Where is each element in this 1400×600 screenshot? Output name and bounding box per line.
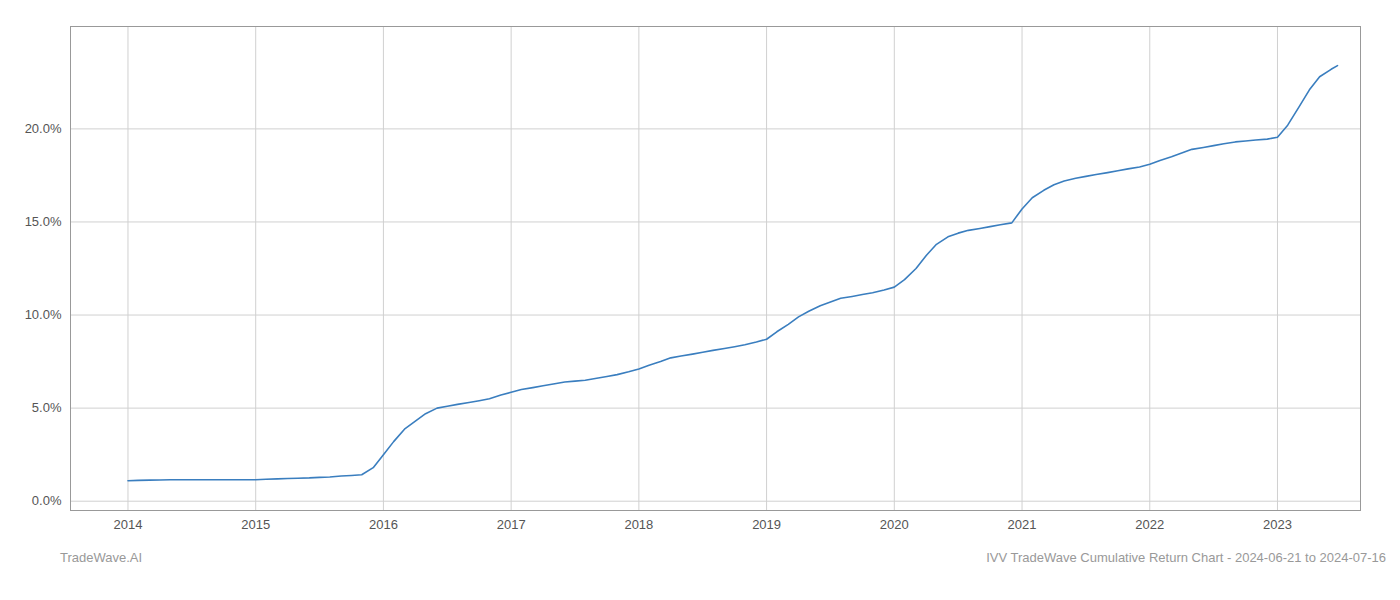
- svg-text:15.0%: 15.0%: [25, 214, 62, 229]
- svg-text:2023: 2023: [1263, 517, 1292, 532]
- svg-text:2019: 2019: [752, 517, 781, 532]
- svg-text:2020: 2020: [880, 517, 909, 532]
- svg-text:2017: 2017: [497, 517, 526, 532]
- html-text:TradeWave.AI: TradeWave.AI: [60, 550, 143, 565]
- svg-text:0.0%: 0.0%: [32, 493, 62, 508]
- svg-text:2015: 2015: [241, 517, 270, 532]
- svg-text:2014: 2014: [114, 517, 143, 532]
- svg-text:2016: 2016: [369, 517, 398, 532]
- html-text:IVV TradeWave Cumulative Retur: IVV TradeWave Cumulative Return Chart - …: [986, 550, 1386, 565]
- svg-text:2022: 2022: [1135, 517, 1164, 532]
- svg-text:20.0%: 20.0%: [25, 121, 62, 136]
- svg-text:2018: 2018: [624, 517, 653, 532]
- svg-text:5.0%: 5.0%: [32, 400, 62, 415]
- svg-text:10.0%: 10.0%: [25, 307, 62, 322]
- svg-text:2021: 2021: [1008, 517, 1037, 532]
